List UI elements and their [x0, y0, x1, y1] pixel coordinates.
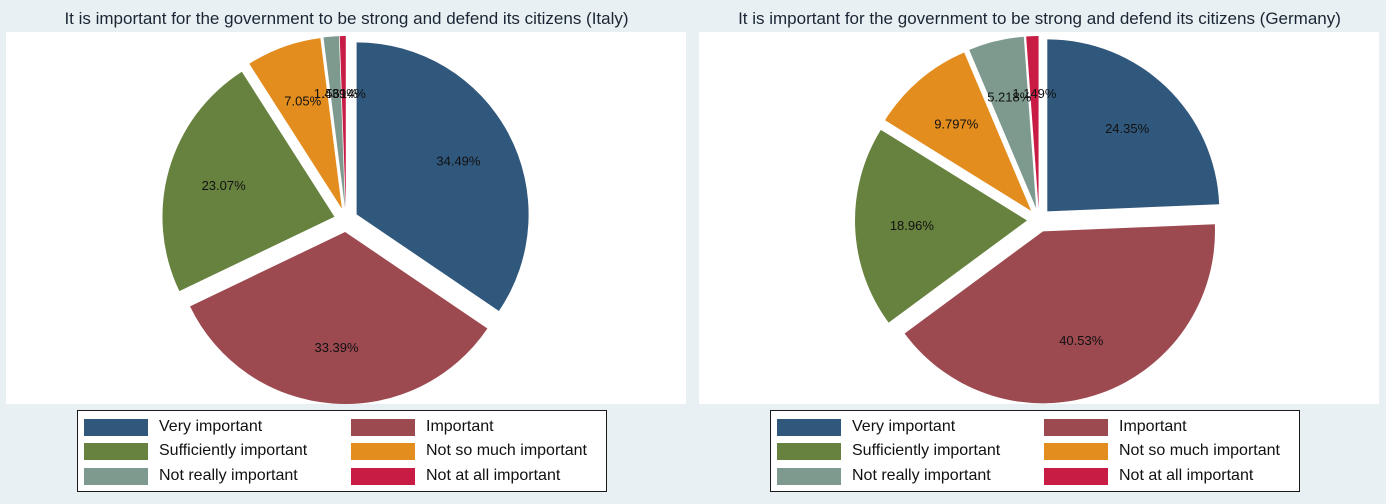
- legend-swatch: [84, 467, 148, 485]
- pie-slice-not-at-all-important: [1026, 36, 1039, 209]
- slice-label-very-important: 34.49%: [436, 153, 481, 168]
- slice-label-not-at-all-important: 1.149%: [1012, 86, 1057, 101]
- pie-slice-not-really-important: [323, 36, 346, 209]
- legend-swatch: [351, 442, 415, 460]
- legend-label: Not at all important: [1119, 467, 1254, 484]
- legend-item-sufficiently-important: Sufficiently important: [84, 441, 307, 461]
- legend-label: Not at all important: [426, 467, 561, 484]
- legend-item-important: Important: [351, 417, 494, 437]
- legend-label: Very important: [852, 418, 956, 435]
- legend-item-important: Important: [1044, 417, 1187, 437]
- legend-swatch: [1044, 467, 1108, 485]
- legend-item-not-so-much-important: Not so much important: [351, 441, 587, 461]
- chart-panel-italy: 34.49% 33.39% 23.07% 7.05% 1.439% .5614% It i…: [6, 9, 686, 492]
- legend-label: Important: [1119, 418, 1187, 435]
- legend-swatch: [351, 467, 415, 485]
- slice-label-important: 33.39%: [314, 340, 359, 355]
- legend: Very important Important Sufficiently im…: [77, 410, 607, 492]
- legend-label: Sufficiently important: [852, 442, 1001, 459]
- slice-label-sufficiently-important: 23.07%: [202, 178, 247, 193]
- slice-label-not-really-important: 1.439%: [314, 86, 359, 101]
- legend-label: Sufficiently important: [159, 442, 308, 459]
- legend-item-not-really-important: Not really important: [84, 466, 298, 486]
- pie-slice-important: [190, 231, 488, 404]
- slice-label-not-really-important: 5.218%: [987, 89, 1032, 104]
- legend-label: Very important: [159, 418, 263, 435]
- legend-swatch: [1044, 442, 1108, 460]
- legend-item-not-so-much-important: Not so much important: [1044, 441, 1280, 461]
- chart-panel-germany: 24.35% 40.53% 18.96% 9.797% 5.218% 1.149% It …: [693, 0, 1386, 504]
- pie-slice-sufficiently-important: [162, 71, 335, 292]
- legend-swatch: [84, 442, 148, 460]
- pie-slice-important: [904, 224, 1215, 404]
- legend-item-very-important: Very important: [777, 417, 955, 437]
- legend-swatch: [1044, 418, 1108, 436]
- slice-label-not-so-much-important: 9.797%: [934, 116, 979, 131]
- legend-item-not-really-important: Not really important: [777, 466, 991, 486]
- pie-chart-germany: 24.35% 40.53% 18.96% 9.797% 5.218%1.149%: [699, 32, 1379, 404]
- legend-swatch: [777, 442, 841, 460]
- legend-swatch: [777, 467, 841, 485]
- pie-slice-not-so-much-important: [885, 52, 1032, 211]
- legend-label: Important: [426, 418, 494, 435]
- legend: Very important Important Sufficiently im…: [770, 410, 1300, 492]
- slice-label-sufficiently-important: 18.96%: [890, 218, 935, 233]
- pie-slice-not-so-much-important: [249, 38, 342, 209]
- pie-slice-very-important: [1047, 39, 1220, 212]
- pie-chart-italy: 34.49% 33.39% 23.07% 7.05%1.439%.5614%: [6, 32, 686, 404]
- pie-slice-very-important: [356, 42, 529, 311]
- legend-swatch: [84, 418, 148, 436]
- legend-item-not-at-all-important: Not at all important: [351, 466, 560, 486]
- legend-item-very-important: Very important: [84, 417, 262, 437]
- legend-label: Not so much important: [1119, 442, 1280, 459]
- pie-slice-sufficiently-important: [855, 129, 1028, 323]
- pie-slice-not-really-important: [969, 36, 1037, 209]
- legend-label: Not really important: [159, 467, 298, 484]
- chart-title: It is important for the government to be…: [64, 9, 629, 28]
- pie-slice-not-at-all-important: [339, 36, 346, 209]
- slice-label-very-important: 24.35%: [1105, 121, 1150, 136]
- legend-item-not-at-all-important: Not at all important: [1044, 466, 1253, 486]
- slice-label-important: 40.53%: [1059, 333, 1104, 348]
- slice-label-not-at-all-important: .5614%: [322, 86, 367, 101]
- legend-label: Not so much important: [426, 442, 587, 459]
- slice-label-not-so-much-important: 7.05%: [284, 93, 321, 108]
- legend-label: Not really important: [852, 467, 991, 484]
- legend-item-sufficiently-important: Sufficiently important: [777, 441, 1000, 461]
- legend-swatch: [351, 418, 415, 436]
- chart-title: It is important for the government to be…: [738, 9, 1341, 28]
- legend-swatch: [777, 418, 841, 436]
